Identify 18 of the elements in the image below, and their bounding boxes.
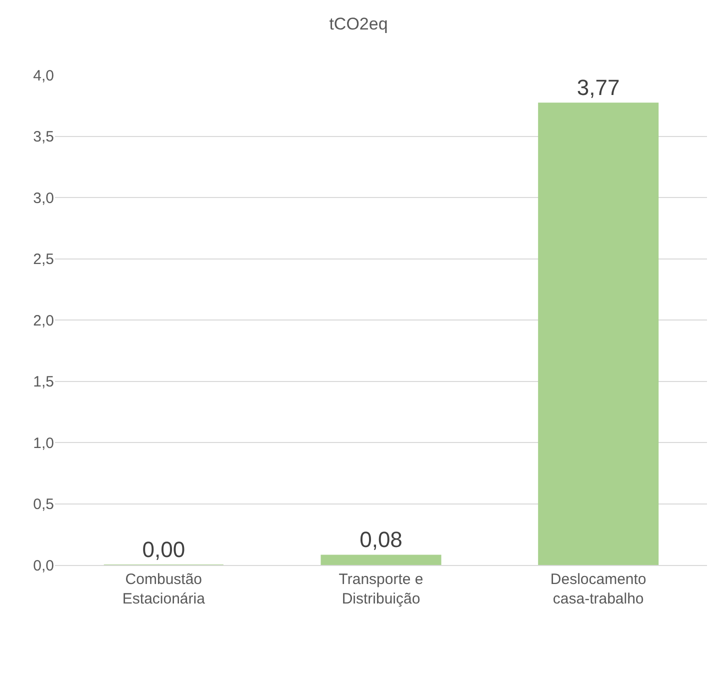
y-tick-label: 3,0 <box>33 190 54 207</box>
y-tick-label: 2,5 <box>33 251 54 268</box>
x-tick-label: Deslocamento casa-trabalho <box>550 571 646 608</box>
data-label: 0,00 <box>142 537 186 562</box>
bar <box>538 102 659 565</box>
y-tick-label: 4,0 <box>33 67 54 84</box>
y-tick-label: 0,0 <box>33 557 54 574</box>
y-tick-label: 1,0 <box>33 434 54 452</box>
x-tick-label: Transporte e Distribuição <box>338 571 424 608</box>
data-label: 0,08 <box>360 527 402 552</box>
y-tick-label: 2,0 <box>33 312 54 330</box>
data-label: 3,77 <box>576 75 620 100</box>
y-tick-label: 1,5 <box>33 374 54 390</box>
y-tick-label: 3,5 <box>33 128 54 146</box>
y-tick-label: 0,5 <box>33 496 54 513</box>
x-tick-label: Combustão Estacionária <box>122 571 206 608</box>
chart-title: tCO2eq <box>329 14 388 34</box>
bar <box>320 554 442 565</box>
